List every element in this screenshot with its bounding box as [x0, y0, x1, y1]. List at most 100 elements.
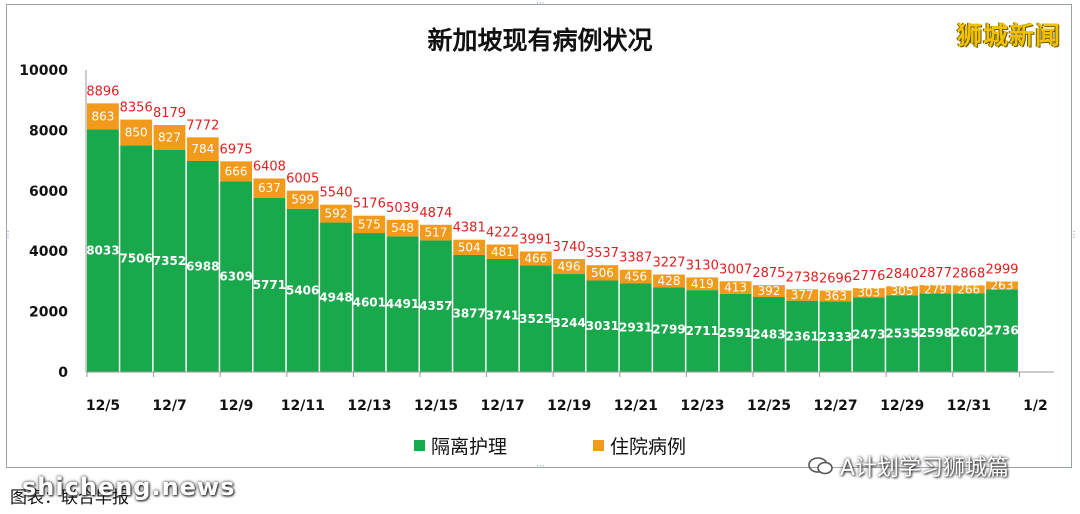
data-label-inpatient: 784	[191, 142, 214, 156]
data-label-hospital: 2591	[719, 326, 752, 340]
x-tick-label: 1/2	[1023, 398, 1048, 414]
data-label-hospital: 3244	[552, 316, 585, 330]
data-label-inpatient: 863	[91, 109, 114, 123]
data-label-total: 3130	[686, 258, 719, 273]
data-label-hospital: 4601	[353, 296, 386, 310]
data-label-hospital: 2535	[885, 327, 918, 341]
data-label-inpatient: 279	[924, 282, 947, 296]
data-label-inpatient: 428	[658, 274, 681, 288]
data-label-hospital: 6309	[219, 270, 252, 284]
bar-hospital	[87, 129, 119, 372]
bar-hospital	[619, 283, 652, 372]
x-tick-label: 12/11	[281, 398, 325, 414]
bar-inpatient	[919, 285, 952, 294]
data-label-hospital: 2931	[619, 321, 652, 335]
bar-hospital	[819, 301, 852, 372]
data-label-hospital: 5406	[286, 283, 319, 297]
bar-group: 8033 863 8896 7506 850 8356 7352 827 8179 6988 784…	[86, 84, 1019, 372]
data-label-hospital: 2602	[952, 326, 985, 340]
bar-hospital	[919, 293, 952, 372]
bar-hospital	[852, 297, 885, 372]
data-label-inpatient: 827	[158, 130, 181, 144]
data-label-hospital: 2333	[819, 330, 852, 344]
data-label-hospital: 8033	[86, 244, 119, 258]
bar-inpatient	[686, 277, 719, 291]
bar-hospital	[120, 145, 153, 372]
data-label-total: 2999	[985, 262, 1018, 277]
data-label-total: 8179	[153, 106, 186, 121]
data-label-inpatient: 303	[857, 286, 880, 300]
bar-hospital	[420, 240, 452, 372]
resize-handle-top[interactable]: ···	[536, 0, 545, 9]
data-label-total: 2776	[852, 269, 885, 284]
data-label-inpatient: 363	[824, 289, 847, 303]
bar-inpatient	[353, 215, 386, 234]
data-label-hospital: 2711	[686, 324, 719, 338]
bar-inpatient	[253, 178, 286, 198]
bar-hospital	[986, 289, 1018, 372]
x-tick-label: 12/23	[680, 398, 724, 414]
legend-label-hospital: 隔离护理	[431, 436, 507, 458]
data-label-inpatient: 481	[491, 245, 514, 259]
data-label-total: 7772	[186, 118, 219, 133]
x-tick-label: 12/9	[219, 398, 253, 414]
data-label-total: 2738	[786, 270, 819, 285]
data-label-total: 5039	[386, 201, 419, 216]
data-label-hospital: 7352	[153, 254, 186, 268]
data-label-inpatient: 548	[391, 221, 414, 235]
data-label-inpatient: 266	[957, 282, 980, 296]
resize-handle-bottom[interactable]: ···	[536, 462, 545, 472]
data-label-inpatient: 504	[458, 240, 481, 254]
x-tick-label: 12/13	[347, 398, 391, 414]
y-tick-label: 2000	[29, 305, 68, 321]
x-tick-label: 12/31	[947, 398, 991, 414]
resize-handle-right[interactable]: ···	[1068, 230, 1078, 239]
bar-hospital	[686, 290, 719, 372]
data-label-hospital: 5771	[253, 278, 286, 292]
data-label-hospital: 2483	[752, 328, 785, 342]
data-label-total: 4222	[486, 225, 519, 240]
data-label-hospital: 2473	[852, 328, 885, 342]
bar-hospital	[153, 149, 186, 372]
resize-handle-left[interactable]: ···	[2, 230, 12, 239]
x-tick-label: 12/27	[814, 398, 858, 414]
bar-inpatient	[386, 219, 419, 237]
site-watermark: shicheng.news	[22, 473, 236, 501]
data-label-total: 8896	[86, 84, 119, 99]
data-label-inpatient: 377	[791, 288, 814, 302]
bar-hospital	[353, 233, 386, 372]
data-label-total: 2696	[819, 272, 852, 287]
bar-inpatient	[120, 119, 153, 146]
bar-hospital	[320, 222, 352, 372]
y-tick-label: 10000	[19, 63, 68, 79]
data-label-inpatient: 263	[991, 278, 1014, 292]
data-label-total: 3991	[519, 232, 552, 247]
bar-hospital	[220, 181, 252, 372]
bar-inpatient	[786, 289, 819, 301]
bar-hospital	[719, 293, 752, 372]
y-tick-label: 6000	[29, 184, 68, 200]
x-tick-label: 12/29	[880, 398, 924, 414]
bar-inpatient	[719, 281, 752, 294]
data-label-hospital: 7506	[119, 252, 152, 266]
bar-inpatient	[986, 281, 1018, 290]
bar-inpatient	[852, 288, 885, 298]
data-label-total: 3387	[619, 251, 652, 266]
bar-inpatient	[653, 274, 685, 288]
data-label-total: 2875	[752, 266, 785, 281]
data-label-total: 2840	[886, 267, 919, 282]
x-tick-label: 12/5	[86, 398, 120, 414]
data-label-hospital: 2598	[919, 326, 952, 340]
data-label-total: 3007	[719, 262, 752, 277]
bar-inpatient	[420, 224, 452, 241]
data-label-inpatient: 637	[258, 181, 281, 195]
chart-title: 新加坡现有病例状况	[427, 26, 652, 55]
x-tick-label: 12/21	[614, 398, 658, 414]
wechat-account-name: A计划学习狮城篇	[840, 456, 1010, 481]
bar-hospital	[586, 280, 619, 372]
data-label-inpatient: 413	[724, 281, 747, 295]
x-tick-label: 12/7	[152, 398, 186, 414]
x-axis: 12/5 12/7 12/9 12/11 12/13 12/15 12/17 12/19 12/…	[86, 371, 1054, 414]
data-label-total: 3227	[652, 256, 685, 271]
data-label-total: 5176	[353, 197, 386, 212]
